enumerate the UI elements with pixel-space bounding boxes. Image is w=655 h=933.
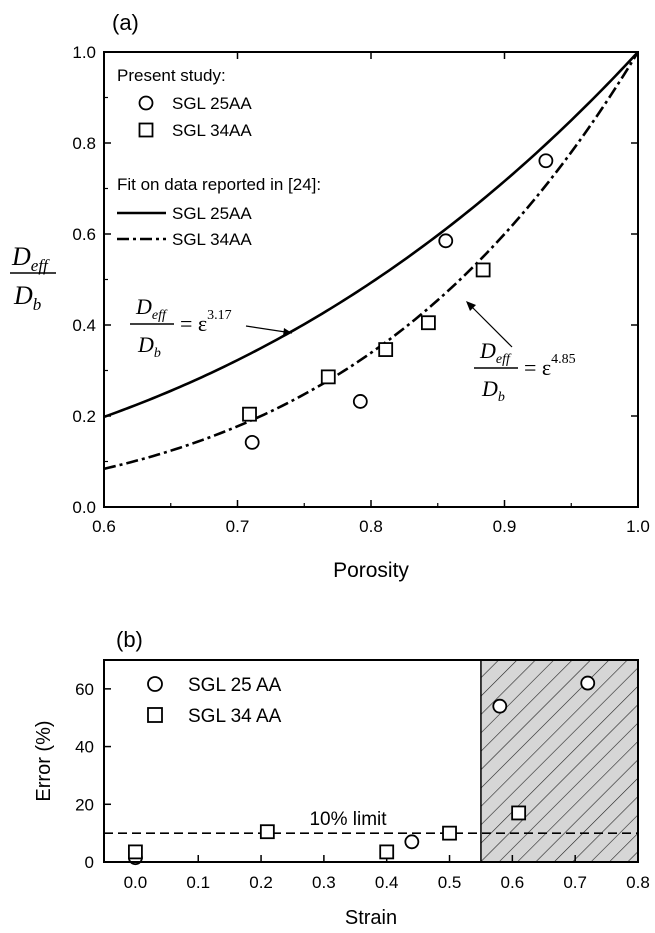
fit-curve-sgl25aa: [104, 52, 638, 419]
legend-b-label-sgl34: SGL 34 AA: [188, 706, 282, 727]
b-y-tick-label: 20: [75, 795, 94, 814]
point-sgl34aa: [475, 262, 491, 278]
panel-b-label: (b): [116, 627, 143, 652]
ylabel-numerator: Deff: [11, 242, 50, 275]
annotation-1-num: Deff: [135, 294, 168, 323]
point-sgl25aa: [438, 233, 454, 249]
fit-curve-sgl34aa: [104, 52, 638, 471]
y-tick-label: 0.2: [72, 407, 96, 426]
panel-b-data-points: [128, 675, 596, 866]
b-x-tick-label: 0.1: [186, 873, 210, 892]
annotation-fit-34aa: Deff Db = ε4.85: [466, 301, 576, 405]
panel-a-label: (a): [112, 10, 139, 35]
b-point-sgl34aa: [259, 824, 275, 840]
panel-a-legend: Present study: SGL 25AA SGL 34AA Fit on …: [117, 66, 321, 249]
point-sgl25aa: [538, 153, 554, 169]
legend-header-fit: Fit on data reported in [24]:: [117, 175, 321, 194]
legend-b-label-sgl25: SGL 25 AA: [188, 675, 282, 696]
hatched-region: [480, 659, 639, 863]
annotation-2-den: Db: [481, 376, 505, 405]
b-point-sgl34aa: [128, 844, 143, 860]
point-sgl25aa: [244, 434, 260, 450]
y-tick-label: 0.4: [72, 316, 96, 335]
annotation-2-rhs: = ε4.85: [524, 352, 576, 380]
annotation-2-arrow: [467, 302, 513, 348]
b-x-tick-label: 0.8: [626, 873, 650, 892]
legend-b-marker-square: [147, 707, 163, 723]
b-point-sgl34aa: [442, 825, 457, 841]
b-y-tick-label: 60: [75, 680, 94, 699]
legend-label-sgl25: SGL 25AA: [172, 94, 252, 113]
b-x-tick-label: 0.6: [501, 873, 525, 892]
annotation-1-den: Db: [137, 332, 161, 361]
point-sgl25aa: [352, 394, 368, 409]
b-x-tick-label: 0.7: [563, 873, 587, 892]
b-point-sgl34aa: [379, 844, 395, 860]
y-tick-label: 0.6: [72, 225, 96, 244]
panel-b-ylabel: Error (%): [33, 720, 55, 801]
panel-a-ylabel: Deff Db: [10, 242, 56, 314]
point-sgl34aa: [320, 369, 336, 385]
panel-b-plot-frame: [103, 659, 639, 863]
b-x-tick-label: 0.4: [375, 873, 399, 892]
b-x-tick-label: 0.2: [249, 873, 273, 892]
b-x-tick-label: 0.5: [438, 873, 462, 892]
b-point-sgl25aa: [492, 698, 508, 714]
panel-a: (a) 0.6 0.7 0.8 0.9 1.0 0.0 0.2 0.4 0.6 0.8 1.0 Pr…: [10, 10, 650, 582]
x-tick-label: 0.9: [493, 517, 517, 536]
y-tick-label: 1.0: [72, 43, 96, 62]
point-sgl34aa: [421, 315, 436, 331]
ten-percent-limit-label: 10% limit: [309, 809, 387, 830]
panel-a-data-points: [242, 153, 554, 450]
y-tick-label: 0.0: [72, 498, 96, 517]
b-x-tick-label: 0.0: [124, 873, 148, 892]
b-y-tick-label: 40: [75, 738, 94, 757]
panel-b-legend: SGL 25 AA SGL 34 AA: [147, 675, 282, 727]
legend-marker-circle: [138, 95, 154, 111]
panel-b-ticks: 0.0 0.1 0.2 0.3 0.4 0.5 0.6 0.7 0.8 0 20 40 60: [75, 680, 650, 892]
annotation-1-arrowhead: [283, 328, 292, 336]
point-sgl34aa: [242, 406, 257, 422]
panel-b: (b) 10% limit 0.0 0.1 0.2 0.3 0.4 0.5 0.6 0.7 0.…: [33, 627, 650, 929]
point-sgl34aa: [378, 342, 394, 357]
x-tick-label: 0.7: [226, 517, 250, 536]
x-tick-label: 1.0: [626, 517, 650, 536]
legend-header-present-study: Present study:: [117, 66, 226, 85]
b-y-tick-label: 0: [85, 853, 94, 872]
y-tick-label: 0.8: [72, 134, 96, 153]
panel-a-fit-curves: [104, 52, 638, 471]
b-point-sgl25aa: [404, 834, 420, 850]
x-tick-label: 0.6: [92, 517, 116, 536]
legend-label-fit-sgl34: SGL 34AA: [172, 230, 252, 249]
legend-b-marker-circle: [147, 676, 163, 692]
b-x-tick-label: 0.3: [312, 873, 336, 892]
panel-a-plot-frame: [103, 51, 639, 508]
panel-a-xlabel: Porosity: [333, 559, 409, 582]
ylabel-denominator: Db: [13, 281, 41, 314]
x-tick-label: 0.8: [359, 517, 383, 536]
b-point-sgl25aa: [580, 675, 596, 691]
legend-marker-square: [138, 122, 154, 138]
legend-label-sgl34: SGL 34AA: [172, 121, 252, 140]
b-point-sgl34aa: [511, 805, 527, 821]
legend-label-fit-sgl25: SGL 25AA: [172, 204, 252, 223]
annotation-fit-25aa: Deff Db = ε3.17: [130, 294, 293, 361]
annotation-2-num: Deff: [479, 338, 512, 367]
panel-b-xlabel: Strain: [345, 907, 397, 929]
annotation-1-rhs: = ε3.17: [180, 308, 232, 336]
annotation-2-arrowhead: [466, 301, 476, 311]
